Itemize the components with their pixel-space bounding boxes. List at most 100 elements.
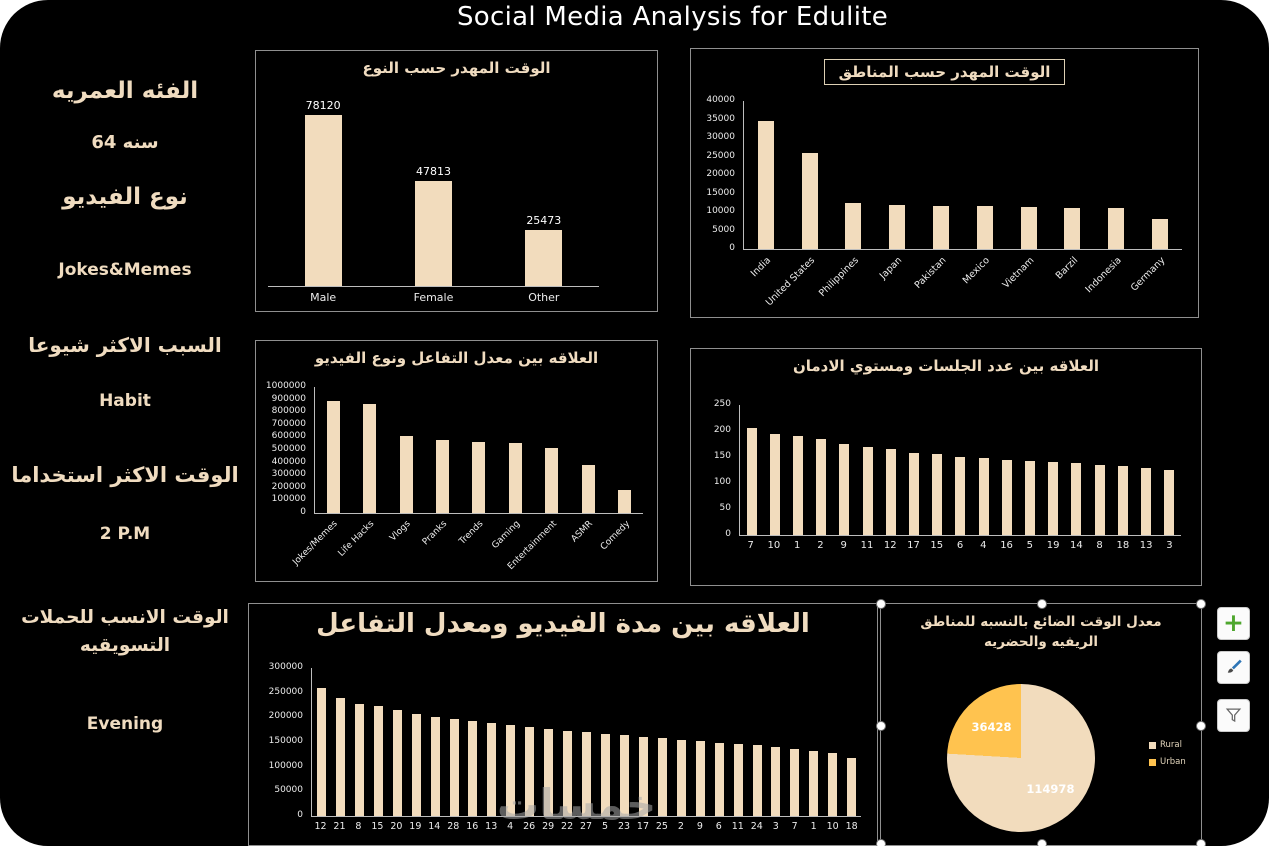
x-slot: 15	[925, 535, 948, 555]
x-tick-label: 4	[507, 821, 514, 832]
y-tick-label: 200000	[271, 481, 306, 492]
bar	[545, 448, 559, 513]
x-tick-label: Vietnam	[1000, 255, 1037, 291]
bar-slot	[1094, 101, 1138, 249]
x-tick-label: 26	[523, 821, 536, 832]
bar	[1141, 468, 1152, 535]
x-tick-label: 9	[840, 540, 847, 551]
bar	[354, 703, 364, 816]
x-tick-label: 14	[1069, 540, 1083, 551]
x-slot: India	[743, 249, 787, 313]
x-tick-label: 22	[561, 821, 574, 832]
x-slot: 29	[539, 816, 558, 836]
chart-engagement-by-video-type-panel[interactable]: العلاقه بين معدل التفاعل ونوع الفيديو 0 1…	[255, 340, 658, 582]
bar-slot	[577, 668, 596, 816]
bar	[1001, 459, 1012, 535]
bar	[839, 444, 850, 535]
bar	[657, 738, 667, 816]
bar-slot	[788, 101, 832, 249]
x-slot: 25	[652, 816, 671, 836]
bar-slot	[653, 668, 672, 816]
bar	[582, 732, 592, 816]
x-slot: Other	[489, 286, 599, 310]
selection-handle[interactable]	[1196, 839, 1206, 846]
bar	[909, 452, 920, 535]
x-slot: 10	[823, 816, 842, 836]
chart-title: العلاقه بين مدة الفيديو ومعدل التفاعل	[316, 609, 810, 639]
y-tick-label: 800000	[271, 406, 306, 417]
x-tick-label: India	[748, 255, 773, 280]
chart-duration-engagement-panel[interactable]: العلاقه بين مدة الفيديو ومعدل التفاعل 0 5…	[248, 603, 878, 846]
bar-slot	[949, 405, 972, 535]
selection-handle[interactable]	[1196, 720, 1206, 731]
bar-slot	[351, 387, 387, 513]
y-tick-label: 40000	[706, 95, 735, 105]
bar	[1164, 470, 1175, 535]
bar-slot	[785, 668, 804, 816]
chart-filters-button[interactable]	[1217, 699, 1250, 732]
bar-slot	[596, 668, 615, 816]
bar-slot	[1018, 405, 1041, 535]
x-tick-label: 28	[447, 821, 460, 832]
x-slot: Germany	[1129, 249, 1182, 313]
x-slot: 2	[671, 816, 690, 836]
bar	[828, 753, 838, 816]
bar	[544, 729, 554, 816]
x-slot: 9	[690, 816, 709, 836]
selection-handle[interactable]	[876, 599, 886, 609]
bar	[771, 747, 781, 816]
selection-handle[interactable]	[876, 720, 886, 731]
y-tick-label: 1000000	[265, 381, 306, 391]
bar-slot	[875, 101, 919, 249]
bar-slot	[902, 405, 925, 535]
x-slot: 18	[1111, 535, 1134, 555]
chart-title: الوقت المهدر حسب المناطق	[823, 59, 1066, 85]
bar-value-label: 25473	[526, 214, 562, 228]
bar	[316, 687, 326, 816]
x-slot: 28	[444, 816, 463, 836]
bar-slot	[1042, 405, 1065, 535]
x-slot: 4	[972, 535, 995, 555]
x-tick-label: 7	[747, 540, 754, 551]
bar-slot	[558, 668, 577, 816]
x-tick-label: 16	[1000, 540, 1013, 551]
bar	[581, 465, 595, 513]
x-slot: Japan	[875, 249, 919, 313]
x-tick-label: Jokes/Memes	[290, 519, 340, 568]
chart-rural-urban-pie-panel[interactable]: معدل الوقت الضائع بالنسبه للمناطق الريفي…	[876, 599, 1206, 846]
selection-handle[interactable]	[876, 839, 886, 846]
x-slot: 16	[995, 535, 1018, 555]
plot-area	[311, 668, 861, 817]
chart-time-by-region-panel[interactable]: الوقت المهدر حسب المناطق 0 5000 10000 15000…	[690, 48, 1199, 318]
add-chart-element-button[interactable]: +	[1217, 607, 1250, 640]
x-tick-label: 1	[810, 821, 817, 832]
legend-item: Rural	[1149, 740, 1186, 750]
bar-slot	[1134, 405, 1157, 535]
bar	[525, 230, 563, 286]
bar-value-label: 78120	[305, 99, 341, 113]
y-axis: 0 50 100 150 200 250	[705, 400, 739, 539]
x-slot: Female	[378, 286, 488, 310]
x-tick-label: 15	[371, 821, 384, 832]
bar	[733, 743, 743, 816]
chart-time-by-gender-panel[interactable]: الوقت المهدر حسب النوع 78120 47813 25473 Ma…	[255, 50, 658, 312]
y-tick-label: 400000	[271, 456, 306, 467]
bar-slot	[1007, 101, 1051, 249]
x-slot: 20	[387, 816, 406, 836]
x-slot: Vietnam	[1000, 249, 1050, 313]
bar	[1048, 462, 1059, 535]
selection-handle[interactable]	[1037, 599, 1047, 609]
selection-handle[interactable]	[1196, 599, 1206, 609]
chart-sessions-addiction-panel[interactable]: العلاقه بين عدد الجلسات ومستوي الادمان 0…	[690, 348, 1202, 586]
chart-title: العلاقه بين معدل التفاعل ونوع الفيديو	[314, 349, 599, 367]
x-slot: United States	[763, 249, 831, 313]
bar	[885, 449, 896, 535]
bar-slot	[426, 668, 445, 816]
x-tick-label: 6	[715, 821, 722, 832]
x-tick-label: 1	[793, 540, 801, 551]
bar-slot	[691, 668, 710, 816]
x-slot: 16	[463, 816, 482, 836]
chart-styles-button[interactable]	[1217, 651, 1250, 684]
y-axis: 0 100000 200000 300000 400000 500000 600000 700…	[258, 382, 314, 517]
selection-handle[interactable]	[1037, 839, 1047, 846]
